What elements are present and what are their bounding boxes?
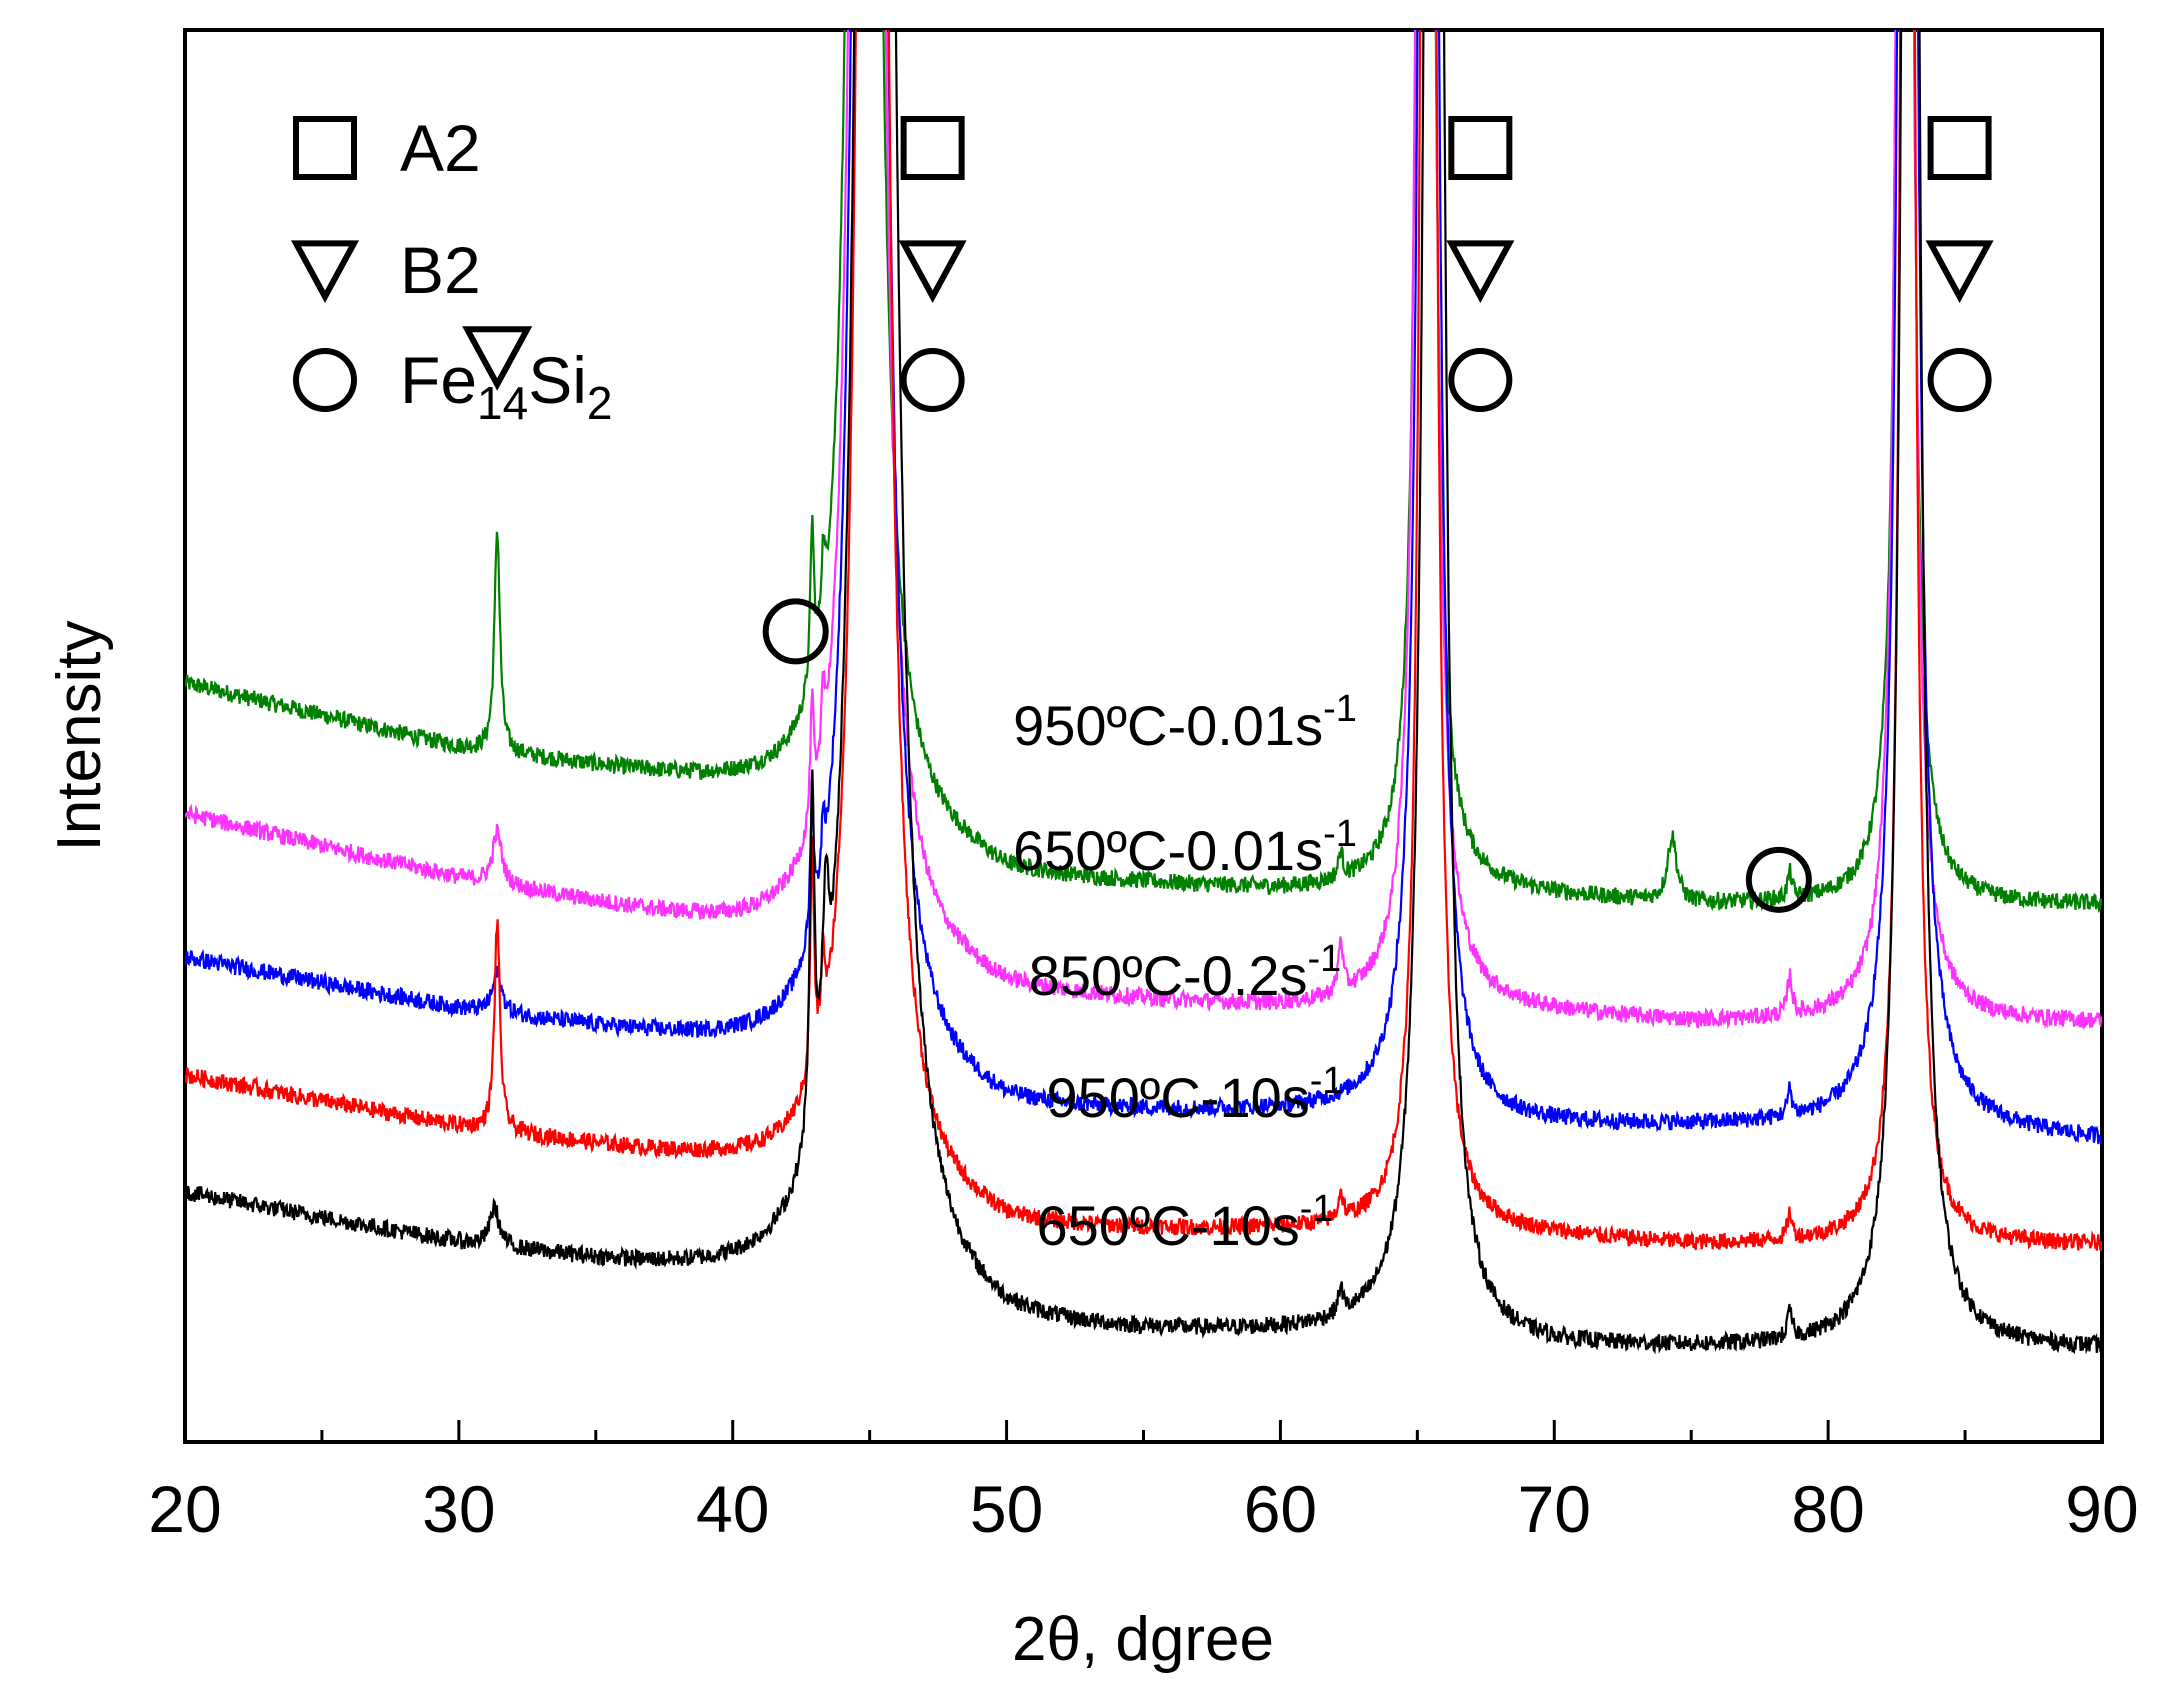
x-tick-label: 60 (1244, 1472, 1317, 1546)
triangle-marker (290, 240, 360, 303)
y-axis-title: Intensity (45, 621, 114, 852)
series-label-4: 950ºC-10s-1 (1046, 1060, 1343, 1129)
series-line-3 (185, 30, 2102, 1145)
peak-markers (462, 116, 1994, 913)
x-tick-label: 30 (422, 1472, 495, 1546)
circle-marker (1745, 846, 1812, 913)
x-tick-label: 40 (696, 1472, 769, 1546)
square-marker (900, 116, 965, 180)
legend-label-2: B2 (400, 233, 481, 307)
legend-label-3: Fe14Si2 (400, 343, 612, 429)
circle-marker (900, 348, 965, 412)
square-marker (1448, 116, 1513, 180)
series-label-2: 650ºC-0.01s-1 (1013, 813, 1357, 882)
series-curves (185, 30, 2102, 1355)
square-marker (1927, 116, 1992, 180)
series-label-1: 950ºC-0.01s-1 (1013, 688, 1357, 757)
x-axis-title: 2θ, dgree (1012, 1605, 1274, 1674)
circle-marker (1448, 348, 1513, 412)
series-label-3: 850ºC-0.2s-1 (1029, 938, 1342, 1007)
series-line-5 (185, 30, 2102, 1355)
series-label-5: 650ºC-10s-1 (1036, 1188, 1333, 1257)
circle-marker (293, 348, 357, 412)
x-tick-label: 50 (970, 1472, 1043, 1546)
x-tick-label: 20 (148, 1472, 221, 1546)
series-line-1 (185, 30, 2102, 914)
triangle-marker (1925, 240, 1994, 303)
legend: A2 B2 Fe14Si2 (290, 111, 612, 429)
series-line-4 (185, 30, 2102, 1252)
circle-marker (762, 598, 829, 665)
series-line-2 (185, 30, 2102, 1030)
circle-marker (1927, 348, 1992, 412)
x-tick-label: 70 (1518, 1472, 1591, 1546)
x-axis-tick-labels: 20 30 40 50 60 70 80 90 (148, 1472, 2138, 1546)
x-axis-ticks (183, 1420, 2104, 1442)
square-marker (293, 116, 357, 180)
x-tick-label: 90 (2065, 1472, 2138, 1546)
x-tick-label: 80 (1791, 1472, 1864, 1546)
triangle-marker (1446, 240, 1515, 303)
triangle-marker (462, 326, 533, 391)
legend-label-1: A2 (400, 111, 481, 185)
triangle-marker (898, 240, 967, 303)
series-labels: 950ºC-0.01s-1 650ºC-0.01s-1 850ºC-0.2s-1 95… (1013, 688, 1357, 1257)
